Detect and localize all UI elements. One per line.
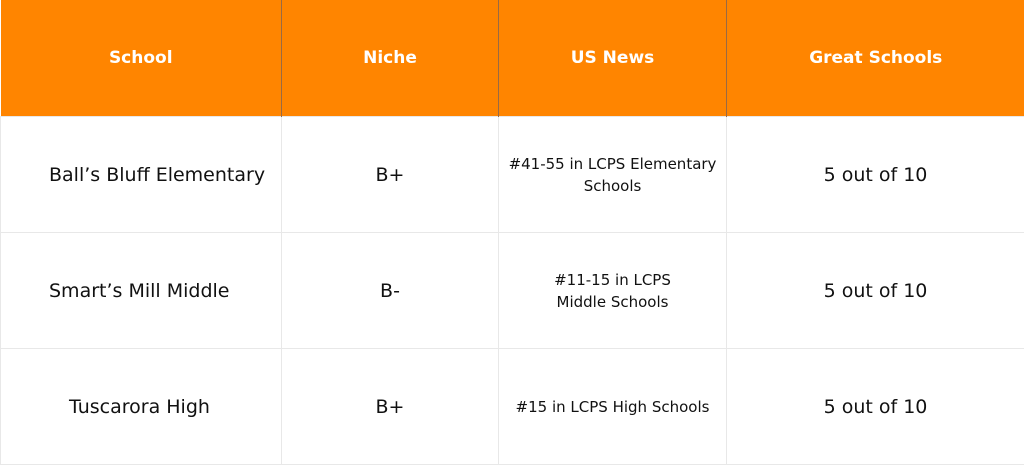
table-row: Ball’s Bluff Elementary B+ #41-55 in LCP…	[0, 116, 1024, 233]
table-row: Smart’s Mill Middle B- #11-15 in LCPS Mi…	[0, 232, 1024, 349]
niche-grade: B-	[281, 232, 499, 349]
us-news-rank: #11-15 in LCPS Middle Schools	[498, 232, 727, 349]
header-niche: Niche	[281, 0, 499, 117]
niche-grade: B+	[281, 348, 499, 465]
school-name: Smart’s Mill Middle	[0, 232, 282, 349]
great-schools-rating: 5 out of 10	[726, 232, 1024, 349]
great-schools-rating: 5 out of 10	[726, 116, 1024, 233]
school-name: Tuscarora High	[0, 348, 282, 465]
school-name: Ball’s Bluff Elementary	[0, 116, 282, 233]
header-school: School	[0, 0, 282, 117]
header-great-schools: Great Schools	[726, 0, 1024, 117]
great-schools-rating: 5 out of 10	[726, 348, 1024, 465]
table-row: Tuscarora High B+ #15 in LCPS High Schoo…	[0, 348, 1024, 465]
header-us-news: US News	[498, 0, 727, 117]
header-row: School Niche US News Great Schools	[0, 0, 1024, 117]
us-news-rank: #41-55 in LCPS Elementary Schools	[498, 116, 727, 233]
niche-grade: B+	[281, 116, 499, 233]
us-news-rank: #15 in LCPS High Schools	[498, 348, 727, 465]
